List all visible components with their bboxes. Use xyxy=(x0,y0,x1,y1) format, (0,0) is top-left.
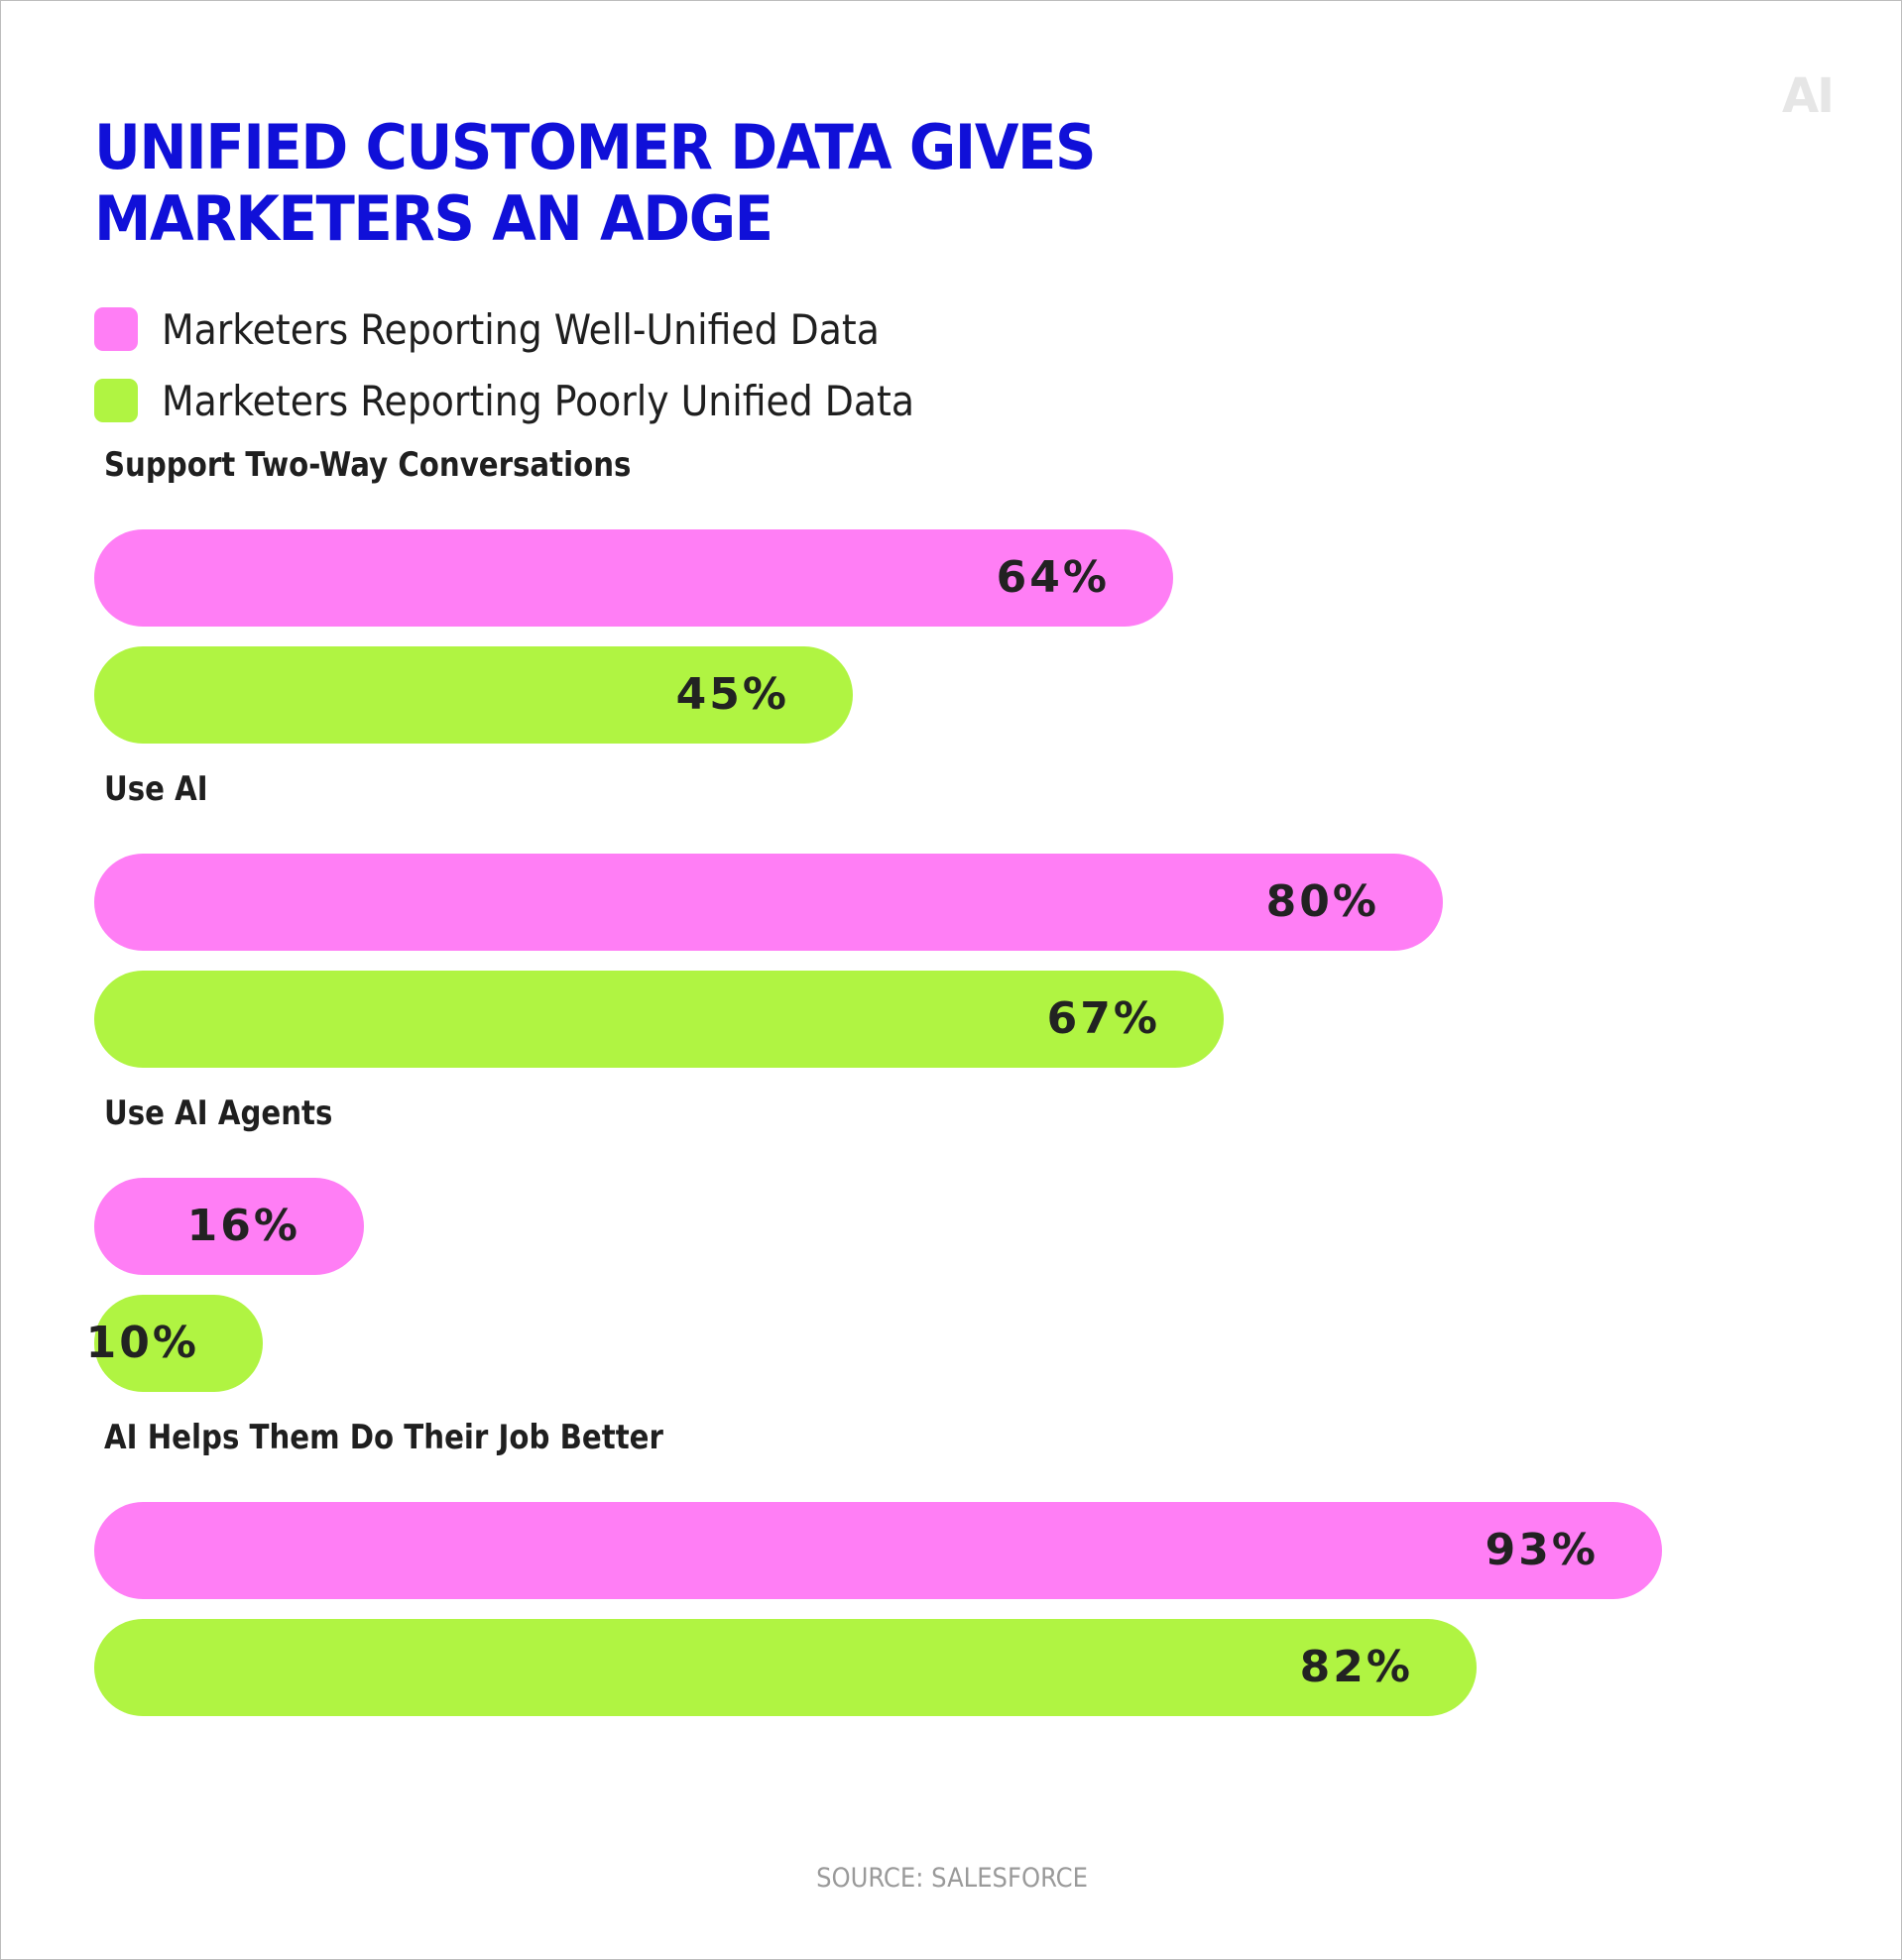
bar-well-1: 64% xyxy=(94,529,1173,627)
legend-item-well: Marketers Reporting Well-Unified Data xyxy=(94,293,914,365)
bar-value-label: 45% xyxy=(675,669,789,720)
bar-well-4: 93% xyxy=(94,1502,1662,1599)
logo: AI xyxy=(1782,68,1835,124)
bar-value-label: 82% xyxy=(1299,1642,1413,1692)
bar-poorly-2: 67% xyxy=(94,971,1224,1068)
legend-swatch-poorly xyxy=(94,379,138,422)
bar-value-label: 64% xyxy=(996,552,1110,603)
bar-well-2: 80% xyxy=(94,854,1443,951)
legend-item-poorly: Marketers Reporting Poorly Unified Data xyxy=(94,365,914,436)
legend-label-well: Marketers Reporting Well-Unified Data xyxy=(162,304,880,354)
bar-value-label: 93% xyxy=(1485,1525,1599,1575)
title-line-1: UNIFIED CUSTOMER DATA GIVES xyxy=(94,111,1097,183)
bar-well-3: 16% xyxy=(94,1178,364,1275)
bar-value-label: 16% xyxy=(186,1201,300,1251)
legend: Marketers Reporting Well-Unified Data Ma… xyxy=(94,293,914,436)
title-line-2: MARKETERS AN ADGE xyxy=(94,182,773,255)
legend-label-poorly: Marketers Reporting Poorly Unified Data xyxy=(162,376,914,425)
bar-value-label: 10% xyxy=(85,1318,199,1368)
legend-swatch-well xyxy=(94,307,138,351)
category-label-4: AI Helps Them Do Their Job Better xyxy=(104,1418,663,1457)
bar-value-label: 67% xyxy=(1046,993,1160,1044)
category-label-1: Support Two-Way Conversations xyxy=(104,445,632,485)
bar-poorly-4: 82% xyxy=(94,1619,1477,1716)
bar-poorly-1: 45% xyxy=(94,646,853,744)
category-label-2: Use AI xyxy=(104,769,208,809)
bar-poorly-3: 10% xyxy=(86,1295,263,1392)
chart-title: UNIFIED CUSTOMER DATA GIVES MARKETERS AN… xyxy=(94,111,1097,255)
bar-value-label: 80% xyxy=(1265,876,1379,927)
category-label-3: Use AI Agents xyxy=(104,1094,333,1133)
source-note: SOURCE: SALESFORCE xyxy=(816,1863,1088,1894)
